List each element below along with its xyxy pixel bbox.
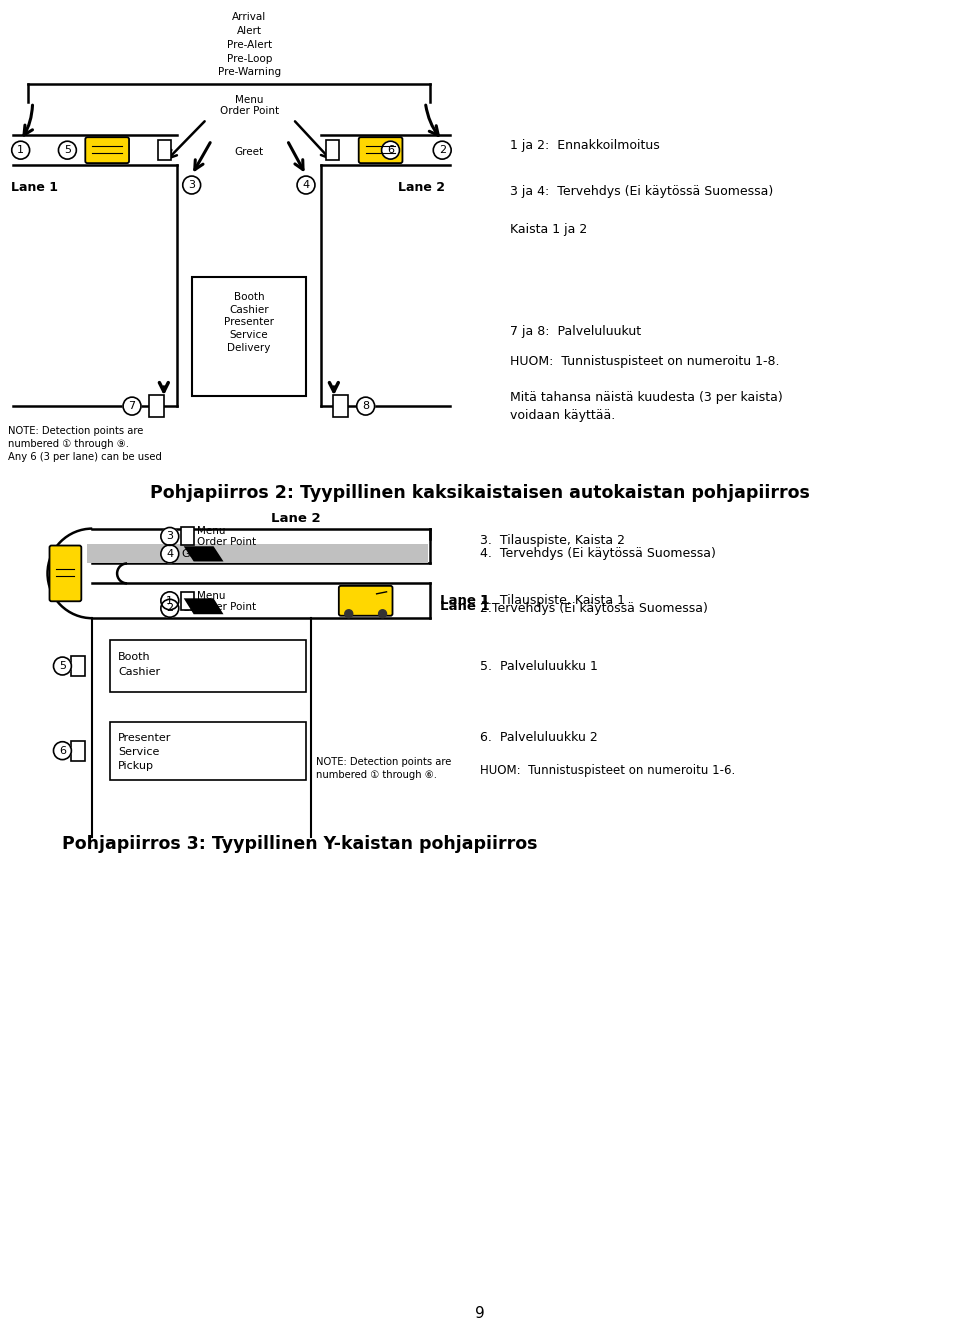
Bar	[333, 395, 348, 417]
Text: Service: Service	[229, 330, 268, 341]
Text: 5: 5	[64, 145, 71, 156]
Circle shape	[161, 600, 179, 617]
Circle shape	[345, 609, 352, 617]
Text: Lane 1: Lane 1	[11, 181, 58, 193]
Text: Arrival: Arrival	[232, 12, 267, 21]
Text: Menu: Menu	[235, 95, 264, 106]
Text: Greet: Greet	[235, 148, 264, 157]
Circle shape	[381, 141, 399, 160]
Text: 3.  Tilauspiste, Kaista 2: 3. Tilauspiste, Kaista 2	[480, 534, 625, 548]
Circle shape	[161, 527, 179, 545]
Text: Mitä tahansa näistä kuudesta (3 per kaista)
voidaan käyttää.: Mitä tahansa näistä kuudesta (3 per kais…	[510, 391, 782, 423]
Text: Lane 1: Lane 1	[441, 600, 490, 613]
Text: 2.Tervehdys (Ei käytössä Suomessa): 2.Tervehdys (Ei käytössä Suomessa)	[480, 601, 708, 615]
Text: HUOM:  Tunnistuspisteet on numeroitu 1-6.: HUOM: Tunnistuspisteet on numeroitu 1-6.	[480, 764, 735, 777]
Text: 6: 6	[387, 145, 394, 156]
Bar	[110, 640, 306, 692]
Bar	[110, 722, 306, 780]
Text: 3: 3	[166, 531, 174, 541]
Polygon shape	[183, 599, 224, 615]
Text: 1.  Tilauspiste, Kaista 1: 1. Tilauspiste, Kaista 1	[480, 595, 625, 608]
Bar	[50, 564, 83, 584]
Bar	[181, 527, 194, 545]
Text: Presenter: Presenter	[224, 318, 274, 327]
Text: Greet: Greet	[181, 549, 213, 558]
Bar	[87, 545, 428, 564]
Text: 1: 1	[166, 596, 174, 605]
Text: 9: 9	[475, 1306, 485, 1321]
Text: 6.  Palveluluukku 2: 6. Palveluluukku 2	[480, 731, 598, 745]
Text: Pre-Warning: Pre-Warning	[218, 67, 281, 78]
Bar	[326, 140, 339, 160]
Bar	[71, 741, 85, 761]
Text: Kaista 1 ja 2: Kaista 1 ja 2	[510, 223, 588, 236]
Circle shape	[161, 545, 179, 562]
Bar	[150, 395, 164, 417]
Text: 4: 4	[302, 180, 309, 191]
Circle shape	[433, 141, 451, 160]
Text: 6: 6	[59, 746, 66, 756]
Text: Booth: Booth	[233, 291, 264, 302]
Polygon shape	[183, 546, 224, 561]
Bar	[158, 140, 171, 160]
Text: Pre-Alert: Pre-Alert	[227, 40, 272, 50]
Text: 4: 4	[166, 549, 174, 558]
Text: 5.  Palveluluukku 1: 5. Palveluluukku 1	[480, 659, 598, 672]
Circle shape	[54, 658, 71, 675]
Text: Pohjapiirros 2: Tyypillinen kaksikaistaisen autokaistan pohjapiirros: Pohjapiirros 2: Tyypillinen kaksikaistai…	[150, 483, 810, 502]
Text: 1 ja 2:  Ennakkoilmoitus: 1 ja 2: Ennakkoilmoitus	[510, 138, 660, 152]
Text: Order Point: Order Point	[197, 537, 255, 548]
Circle shape	[54, 742, 71, 760]
Text: NOTE: Detection points are
numbered ① through ⑥.: NOTE: Detection points are numbered ① th…	[316, 757, 451, 780]
Text: Greet: Greet	[181, 604, 213, 613]
Text: Booth: Booth	[118, 652, 151, 662]
Text: 2: 2	[166, 604, 174, 613]
Text: Order Point: Order Point	[197, 601, 255, 612]
Text: Delivery: Delivery	[228, 344, 271, 353]
Text: Lane 1: Lane 1	[441, 595, 490, 608]
Text: Lane 2: Lane 2	[272, 513, 321, 525]
FancyBboxPatch shape	[359, 137, 402, 164]
Circle shape	[297, 176, 315, 195]
Text: Order Point: Order Point	[220, 106, 279, 117]
Text: 3 ja 4:  Tervehdys (Ei käytössä Suomessa): 3 ja 4: Tervehdys (Ei käytössä Suomessa)	[510, 185, 773, 199]
Text: Pre-Loop: Pre-Loop	[227, 54, 272, 63]
Text: Alert: Alert	[237, 25, 262, 36]
Text: Pohjapiirros 3: Tyypillinen Y-kaistan pohjapiirros: Pohjapiirros 3: Tyypillinen Y-kaistan po…	[62, 835, 538, 854]
Circle shape	[123, 397, 141, 415]
Text: 7 ja 8:  Palveluluukut: 7 ja 8: Palveluluukut	[510, 325, 641, 338]
Text: Service: Service	[118, 746, 159, 757]
Text: Menu: Menu	[197, 526, 226, 537]
Text: 2: 2	[439, 145, 445, 156]
FancyBboxPatch shape	[50, 545, 82, 601]
Text: Pickup: Pickup	[118, 761, 155, 770]
Text: Lane 2: Lane 2	[398, 181, 445, 193]
Text: HUOM:  Tunnistuspisteet on numeroitu 1-8.: HUOM: Tunnistuspisteet on numeroitu 1-8.	[510, 354, 780, 368]
FancyBboxPatch shape	[339, 586, 393, 616]
Text: 8: 8	[362, 401, 370, 411]
FancyBboxPatch shape	[85, 137, 129, 164]
Circle shape	[12, 141, 30, 160]
Text: 5: 5	[59, 662, 66, 671]
Circle shape	[357, 397, 374, 415]
Bar	[192, 276, 306, 396]
Text: Presenter: Presenter	[118, 733, 172, 742]
Text: 7: 7	[129, 401, 135, 411]
Bar	[71, 656, 85, 676]
Text: NOTE: Detection points are
numbered ① through ⑨.
Any 6 (3 per lane) can be used: NOTE: Detection points are numbered ① th…	[8, 425, 161, 463]
Text: 1: 1	[17, 145, 24, 156]
Text: Cashier: Cashier	[229, 305, 269, 314]
Circle shape	[182, 176, 201, 195]
Circle shape	[161, 592, 179, 609]
Text: 4.  Tervehdys (Ei käytössä Suomessa): 4. Tervehdys (Ei käytössä Suomessa)	[480, 548, 716, 561]
Text: Cashier: Cashier	[118, 667, 160, 676]
Text: Menu: Menu	[197, 590, 226, 601]
Bar	[181, 592, 194, 609]
Circle shape	[378, 609, 387, 617]
Circle shape	[59, 141, 77, 160]
Text: 3: 3	[188, 180, 195, 191]
